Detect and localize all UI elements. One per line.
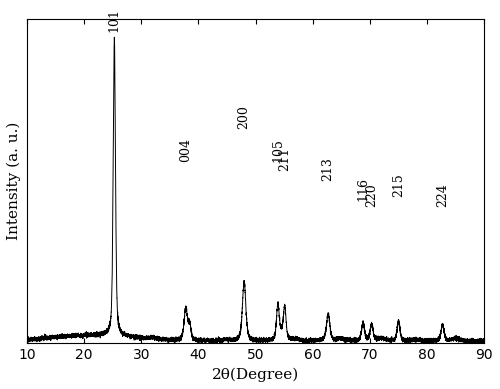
Text: 101: 101: [108, 8, 121, 32]
Text: 105: 105: [272, 138, 284, 162]
Text: 211: 211: [278, 147, 291, 172]
X-axis label: 2θ(Degree): 2θ(Degree): [212, 368, 299, 382]
Text: 213: 213: [322, 157, 334, 181]
Y-axis label: Intensity (a. u.): Intensity (a. u.): [7, 122, 22, 240]
Text: 220: 220: [365, 183, 378, 207]
Text: 004: 004: [180, 138, 192, 162]
Text: 200: 200: [238, 105, 250, 129]
Text: 215: 215: [392, 173, 405, 197]
Text: 224: 224: [436, 183, 449, 207]
Text: 116: 116: [356, 177, 370, 201]
